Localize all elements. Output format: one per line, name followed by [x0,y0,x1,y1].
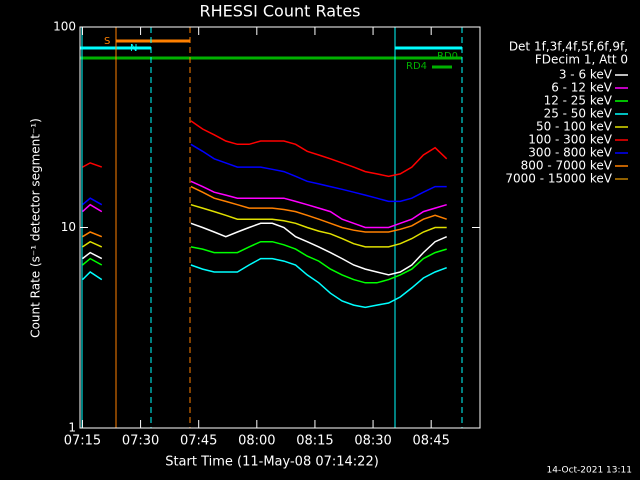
legend-label: 300 - 800 keV [528,146,612,160]
legend-label: 50 - 100 keV [536,120,613,134]
legend-label: 7000 - 15000 keV [505,172,612,186]
plot-frame [79,26,481,429]
legend-label: 3 - 6 keV [559,68,613,82]
series-line [82,185,447,238]
legend-label: 12 - 25 keV [544,94,613,108]
annotation: RD0 [437,51,458,62]
chart-title: RHESSI Count Rates [200,2,361,21]
state-markers [80,27,463,428]
legend-label: 100 - 300 keV [528,133,612,147]
legend-label: 6 - 12 keV [551,81,613,95]
series-line [82,203,447,248]
x-tick-label: 08:45 [412,434,449,449]
legend-header: Det 1f,3f,4f,5f,6f,9f, [509,40,628,54]
annotation: RD4 [406,61,427,72]
x-tick-label: 08:30 [354,434,391,449]
annotation: N [130,43,137,54]
legend-header: FDecim 1, Att 0 [535,53,628,67]
x-tick-label: 07:45 [180,434,217,449]
y-tick-label: 100 [53,20,76,34]
series-line [82,222,447,276]
series-line [81,180,447,229]
x-tick-label: 08:15 [296,434,333,449]
x-tick-label: 07:15 [64,434,101,449]
legend-label: 25 - 50 keV [544,107,613,121]
y-tick-label: 10 [61,220,76,234]
y-tick-label: 1 [68,421,76,435]
x-tick-label: 08:00 [238,434,275,449]
legend-label: 800 - 7000 keV [521,159,613,173]
series-line [82,240,447,284]
y-axis-label: Count Rate (s⁻¹ detector segment⁻¹) [29,118,43,338]
series-line [82,120,448,178]
footer: 14-Oct-2021 13:11 [547,466,632,476]
x-tick-label: 07:30 [122,434,159,449]
series-line [82,143,447,206]
annotation: S [104,36,110,47]
x-axis-label: Start Time (11-May-08 07:14:22) [165,455,379,470]
series-line [81,257,447,309]
